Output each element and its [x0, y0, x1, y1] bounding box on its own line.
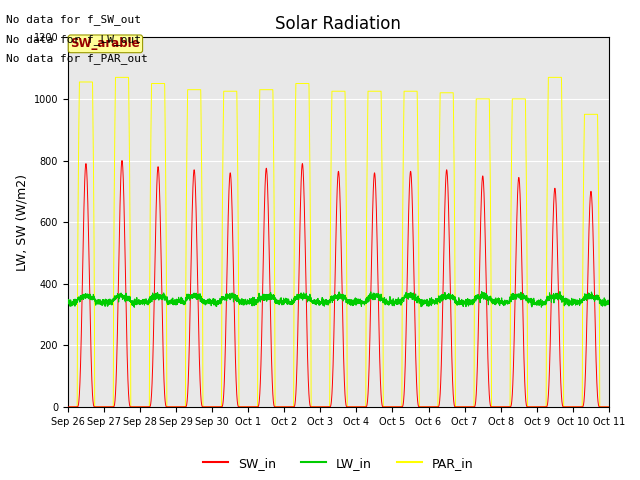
Text: No data for f_SW_out: No data for f_SW_out [6, 14, 141, 25]
Text: No data for f_PAR_out: No data for f_PAR_out [6, 53, 148, 64]
Y-axis label: LW, SW (W/m2): LW, SW (W/m2) [15, 174, 28, 271]
Title: Solar Radiation: Solar Radiation [275, 15, 401, 33]
Legend: SW_in, LW_in, PAR_in: SW_in, LW_in, PAR_in [198, 452, 479, 475]
Text: No data for f_LW_out: No data for f_LW_out [6, 34, 141, 45]
Text: SW_arable: SW_arable [70, 37, 140, 50]
